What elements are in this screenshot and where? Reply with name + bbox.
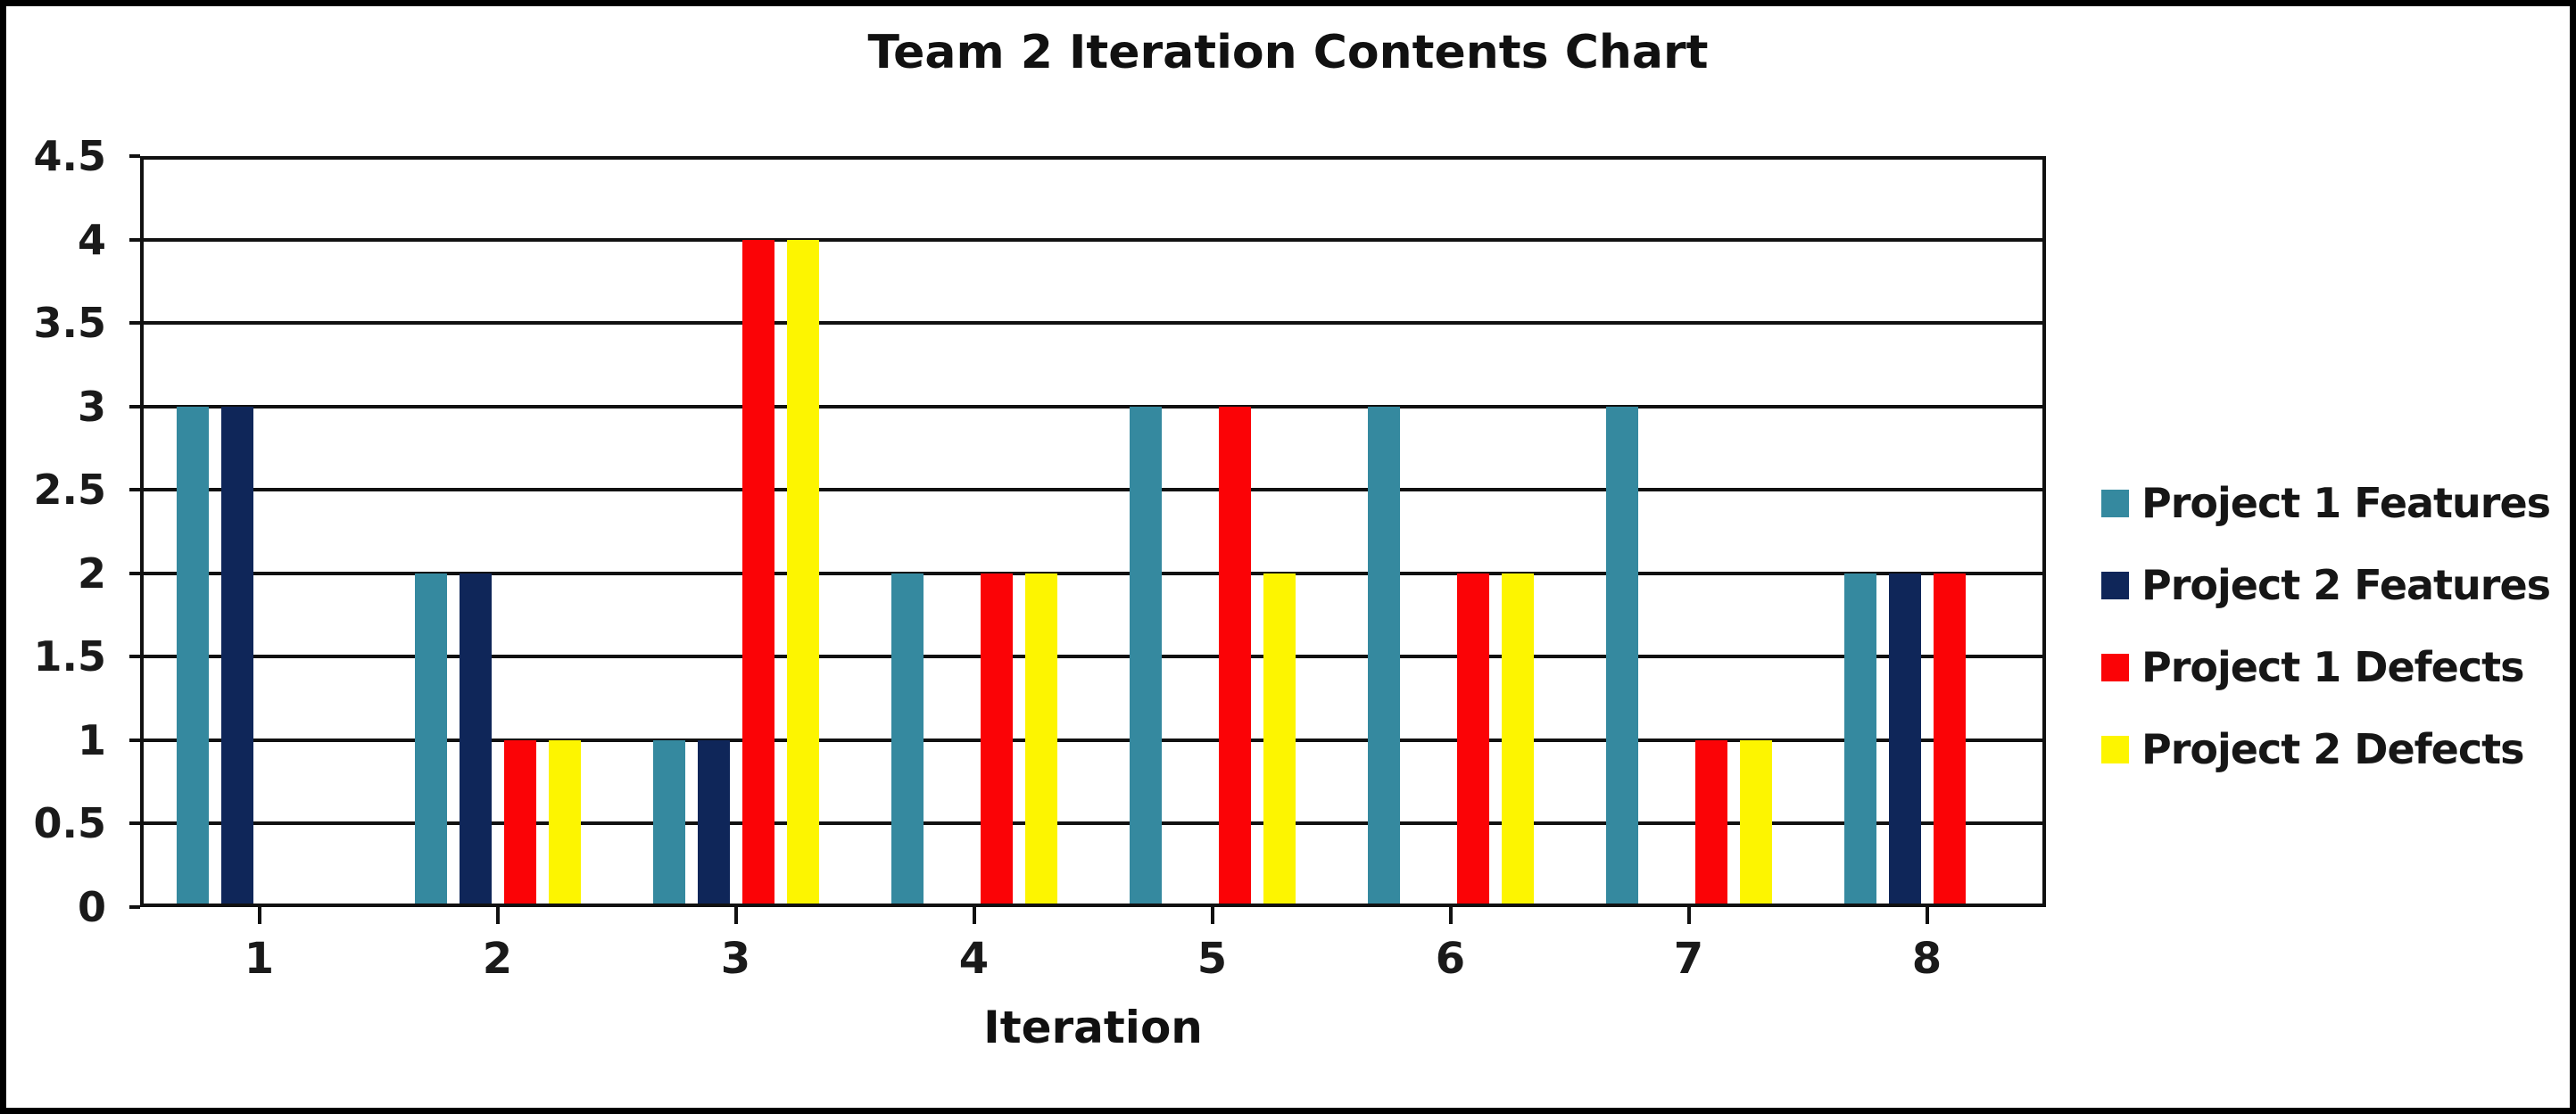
bar-project-1-defects-iter-8 <box>1933 573 1966 907</box>
x-axis-tick <box>257 907 261 924</box>
bar-project-1-features-iter-3 <box>652 739 685 907</box>
bar-project-2-features-iter-1 <box>220 406 253 907</box>
legend-label: Project 2 Features <box>2141 561 2551 609</box>
gridline <box>140 488 2046 492</box>
bar-project-1-defects-iter-7 <box>1694 739 1727 907</box>
bar-project-2-defects-iter-6 <box>1501 573 1534 907</box>
y-axis-tick <box>129 821 140 826</box>
bar-project-1-features-iter-8 <box>1843 573 1876 907</box>
gridline <box>140 237 2046 242</box>
x-tick-label: 2 <box>482 934 513 984</box>
bar-project-2-defects-iter-7 <box>1739 739 1772 907</box>
x-axis-tick <box>1925 907 1929 924</box>
legend-swatch <box>2101 571 2129 599</box>
y-axis-tick <box>129 488 140 492</box>
x-axis-tick <box>1686 907 1691 924</box>
y-tick-label: 3.5 <box>33 299 107 348</box>
x-tick-label: 4 <box>958 934 990 984</box>
bar-project-2-features-iter-8 <box>1888 573 1921 907</box>
chart-title: Team 2 Iteration Contents Chart <box>867 26 1709 79</box>
y-axis-tick <box>129 905 140 909</box>
plot-border <box>140 156 2046 907</box>
x-axis-tick <box>972 907 976 924</box>
bar-project-1-features-iter-2 <box>414 573 447 907</box>
x-tick-label: 6 <box>1435 934 1466 984</box>
bar-project-1-features-iter-5 <box>1129 406 1162 907</box>
bar-project-1-defects-iter-2 <box>503 739 536 907</box>
y-axis-tick <box>129 154 140 158</box>
x-axis-tick <box>733 907 738 924</box>
y-tick-label: 1.5 <box>33 632 107 681</box>
x-axis-tick <box>1448 907 1453 924</box>
bar-project-1-features-iter-6 <box>1367 406 1400 907</box>
bar-project-1-defects-iter-6 <box>1456 573 1489 907</box>
legend-swatch <box>2101 489 2129 517</box>
y-tick-label: 2 <box>77 549 106 598</box>
gridline <box>140 738 2046 742</box>
x-axis-tick <box>1210 907 1214 924</box>
bar-project-1-features-iter-4 <box>890 573 924 907</box>
y-axis-tick <box>129 655 140 659</box>
gridline <box>140 404 2046 408</box>
bar-project-1-defects-iter-4 <box>980 573 1013 907</box>
y-axis-tick <box>129 237 140 242</box>
bar-project-1-features-iter-7 <box>1605 406 1638 907</box>
bar-project-2-defects-iter-4 <box>1024 573 1057 907</box>
x-tick-label: 7 <box>1673 934 1704 984</box>
y-axis-tick <box>129 321 140 326</box>
x-tick-label: 5 <box>1197 934 1228 984</box>
legend-item: Project 1 Features <box>2101 479 2551 527</box>
y-tick-label: 4.5 <box>33 132 107 180</box>
x-axis-tick <box>495 907 500 924</box>
legend-label: Project 2 Defects <box>2141 725 2524 773</box>
y-tick-label: 2.5 <box>33 466 107 515</box>
legend-label: Project 1 Defects <box>2141 643 2524 691</box>
y-axis-tick <box>129 738 140 742</box>
gridline <box>140 821 2046 826</box>
legend-swatch <box>2101 653 2129 681</box>
gridline <box>140 655 2046 659</box>
bar-project-1-features-iter-1 <box>176 406 209 907</box>
y-tick-label: 0.5 <box>33 799 107 848</box>
bar-project-2-defects-iter-2 <box>548 739 581 907</box>
bar-project-1-defects-iter-3 <box>741 239 774 907</box>
legend-label: Project 1 Features <box>2141 479 2551 527</box>
legend-item: Project 1 Defects <box>2101 643 2524 691</box>
x-tick-label: 8 <box>1911 934 1942 984</box>
legend-item: Project 2 Features <box>2101 561 2551 609</box>
bar-project-1-defects-iter-5 <box>1218 406 1251 907</box>
y-tick-label: 1 <box>77 715 106 764</box>
x-tick-label: 1 <box>244 934 275 984</box>
bar-project-2-features-iter-2 <box>459 573 492 907</box>
y-tick-label: 4 <box>77 215 106 264</box>
bar-project-2-defects-iter-3 <box>786 239 819 907</box>
gridline <box>140 321 2046 326</box>
y-axis-tick <box>129 404 140 408</box>
legend-item: Project 2 Defects <box>2101 725 2524 773</box>
y-tick-label: 3 <box>77 382 106 431</box>
y-tick-label: 0 <box>77 883 106 931</box>
x-axis-title: Iteration <box>983 1002 1203 1053</box>
bar-project-2-features-iter-3 <box>697 739 730 907</box>
bar-project-2-defects-iter-5 <box>1263 573 1296 907</box>
gridline <box>140 571 2046 575</box>
legend-swatch <box>2101 735 2129 763</box>
y-axis-tick <box>129 571 140 575</box>
x-tick-label: 3 <box>720 934 751 984</box>
